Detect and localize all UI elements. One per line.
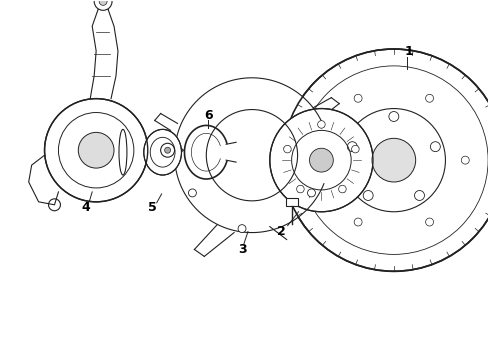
FancyBboxPatch shape	[286, 198, 297, 206]
Text: 3: 3	[238, 243, 246, 256]
Ellipse shape	[144, 129, 181, 175]
Circle shape	[339, 185, 346, 193]
Circle shape	[238, 225, 246, 233]
Circle shape	[430, 142, 441, 152]
Circle shape	[318, 156, 326, 164]
Circle shape	[283, 49, 490, 271]
Circle shape	[270, 109, 373, 212]
Circle shape	[174, 78, 329, 233]
Circle shape	[310, 148, 333, 172]
Circle shape	[296, 185, 304, 193]
Circle shape	[94, 0, 112, 10]
Circle shape	[461, 156, 469, 164]
Circle shape	[99, 0, 107, 5]
Circle shape	[347, 142, 357, 152]
Circle shape	[372, 138, 416, 182]
Ellipse shape	[119, 129, 127, 175]
Circle shape	[415, 190, 424, 201]
Circle shape	[284, 145, 291, 153]
Circle shape	[389, 112, 399, 121]
Circle shape	[426, 218, 434, 226]
Text: 1: 1	[404, 45, 413, 58]
Text: 6: 6	[204, 109, 213, 122]
Text: 5: 5	[148, 201, 157, 214]
Circle shape	[308, 189, 316, 197]
Circle shape	[165, 147, 171, 153]
Circle shape	[354, 94, 362, 102]
Circle shape	[189, 189, 196, 197]
Text: 2: 2	[277, 225, 286, 238]
Circle shape	[354, 218, 362, 226]
Circle shape	[318, 121, 325, 128]
Circle shape	[161, 143, 174, 157]
Circle shape	[363, 190, 373, 201]
Circle shape	[352, 145, 359, 153]
Circle shape	[426, 94, 434, 102]
Circle shape	[78, 132, 114, 168]
Text: 4: 4	[82, 201, 91, 214]
Circle shape	[45, 99, 148, 202]
